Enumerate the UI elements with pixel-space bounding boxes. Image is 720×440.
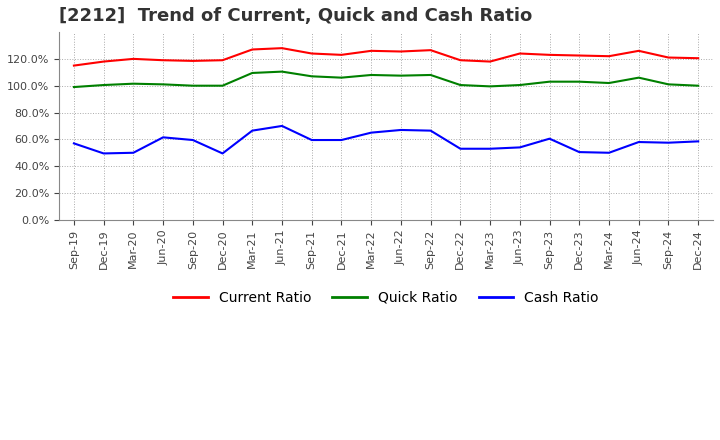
Quick Ratio	[516, 82, 524, 88]
Cash Ratio	[575, 150, 584, 155]
Cash Ratio	[486, 146, 495, 151]
Cash Ratio	[694, 139, 703, 144]
Current Ratio	[575, 53, 584, 58]
Cash Ratio	[367, 130, 376, 135]
Cash Ratio	[634, 139, 643, 145]
Quick Ratio	[159, 82, 168, 87]
Current Ratio	[159, 58, 168, 63]
Current Ratio	[456, 58, 464, 63]
Current Ratio	[664, 55, 672, 60]
Current Ratio	[70, 63, 78, 68]
Cash Ratio	[278, 123, 287, 128]
Cash Ratio	[426, 128, 435, 133]
Quick Ratio	[426, 72, 435, 77]
Quick Ratio	[634, 75, 643, 80]
Quick Ratio	[545, 79, 554, 84]
Cash Ratio	[516, 145, 524, 150]
Cash Ratio	[456, 146, 464, 151]
Quick Ratio	[218, 83, 227, 88]
Quick Ratio	[307, 73, 316, 79]
Current Ratio	[218, 58, 227, 63]
Current Ratio	[278, 45, 287, 51]
Cash Ratio	[605, 150, 613, 155]
Quick Ratio	[367, 72, 376, 77]
Current Ratio	[605, 54, 613, 59]
Cash Ratio	[99, 151, 108, 156]
Quick Ratio	[248, 70, 256, 76]
Current Ratio	[99, 59, 108, 64]
Quick Ratio	[575, 79, 584, 84]
Cash Ratio	[337, 137, 346, 143]
Current Ratio	[397, 49, 405, 54]
Quick Ratio	[486, 84, 495, 89]
Quick Ratio	[70, 84, 78, 90]
Cash Ratio	[70, 141, 78, 146]
Cash Ratio	[129, 150, 138, 155]
Current Ratio	[189, 58, 197, 63]
Quick Ratio	[278, 69, 287, 74]
Current Ratio	[694, 55, 703, 61]
Quick Ratio	[664, 82, 672, 87]
Legend: Current Ratio, Quick Ratio, Cash Ratio: Current Ratio, Quick Ratio, Cash Ratio	[168, 286, 604, 311]
Cash Ratio	[159, 135, 168, 140]
Quick Ratio	[605, 81, 613, 86]
Cash Ratio	[218, 151, 227, 156]
Line: Current Ratio: Current Ratio	[74, 48, 698, 66]
Quick Ratio	[189, 83, 197, 88]
Current Ratio	[367, 48, 376, 54]
Current Ratio	[545, 52, 554, 58]
Cash Ratio	[397, 127, 405, 132]
Quick Ratio	[397, 73, 405, 78]
Line: Quick Ratio: Quick Ratio	[74, 72, 698, 87]
Cash Ratio	[189, 137, 197, 143]
Quick Ratio	[694, 83, 703, 88]
Current Ratio	[337, 52, 346, 58]
Current Ratio	[129, 56, 138, 62]
Quick Ratio	[456, 82, 464, 88]
Current Ratio	[248, 47, 256, 52]
Line: Cash Ratio: Cash Ratio	[74, 126, 698, 154]
Quick Ratio	[99, 82, 108, 88]
Text: [2212]  Trend of Current, Quick and Cash Ratio: [2212] Trend of Current, Quick and Cash …	[59, 7, 532, 25]
Cash Ratio	[545, 136, 554, 141]
Cash Ratio	[307, 137, 316, 143]
Current Ratio	[426, 48, 435, 53]
Quick Ratio	[337, 75, 346, 80]
Current Ratio	[486, 59, 495, 64]
Cash Ratio	[664, 140, 672, 145]
Current Ratio	[634, 48, 643, 54]
Quick Ratio	[129, 81, 138, 86]
Current Ratio	[307, 51, 316, 56]
Cash Ratio	[248, 128, 256, 133]
Current Ratio	[516, 51, 524, 56]
